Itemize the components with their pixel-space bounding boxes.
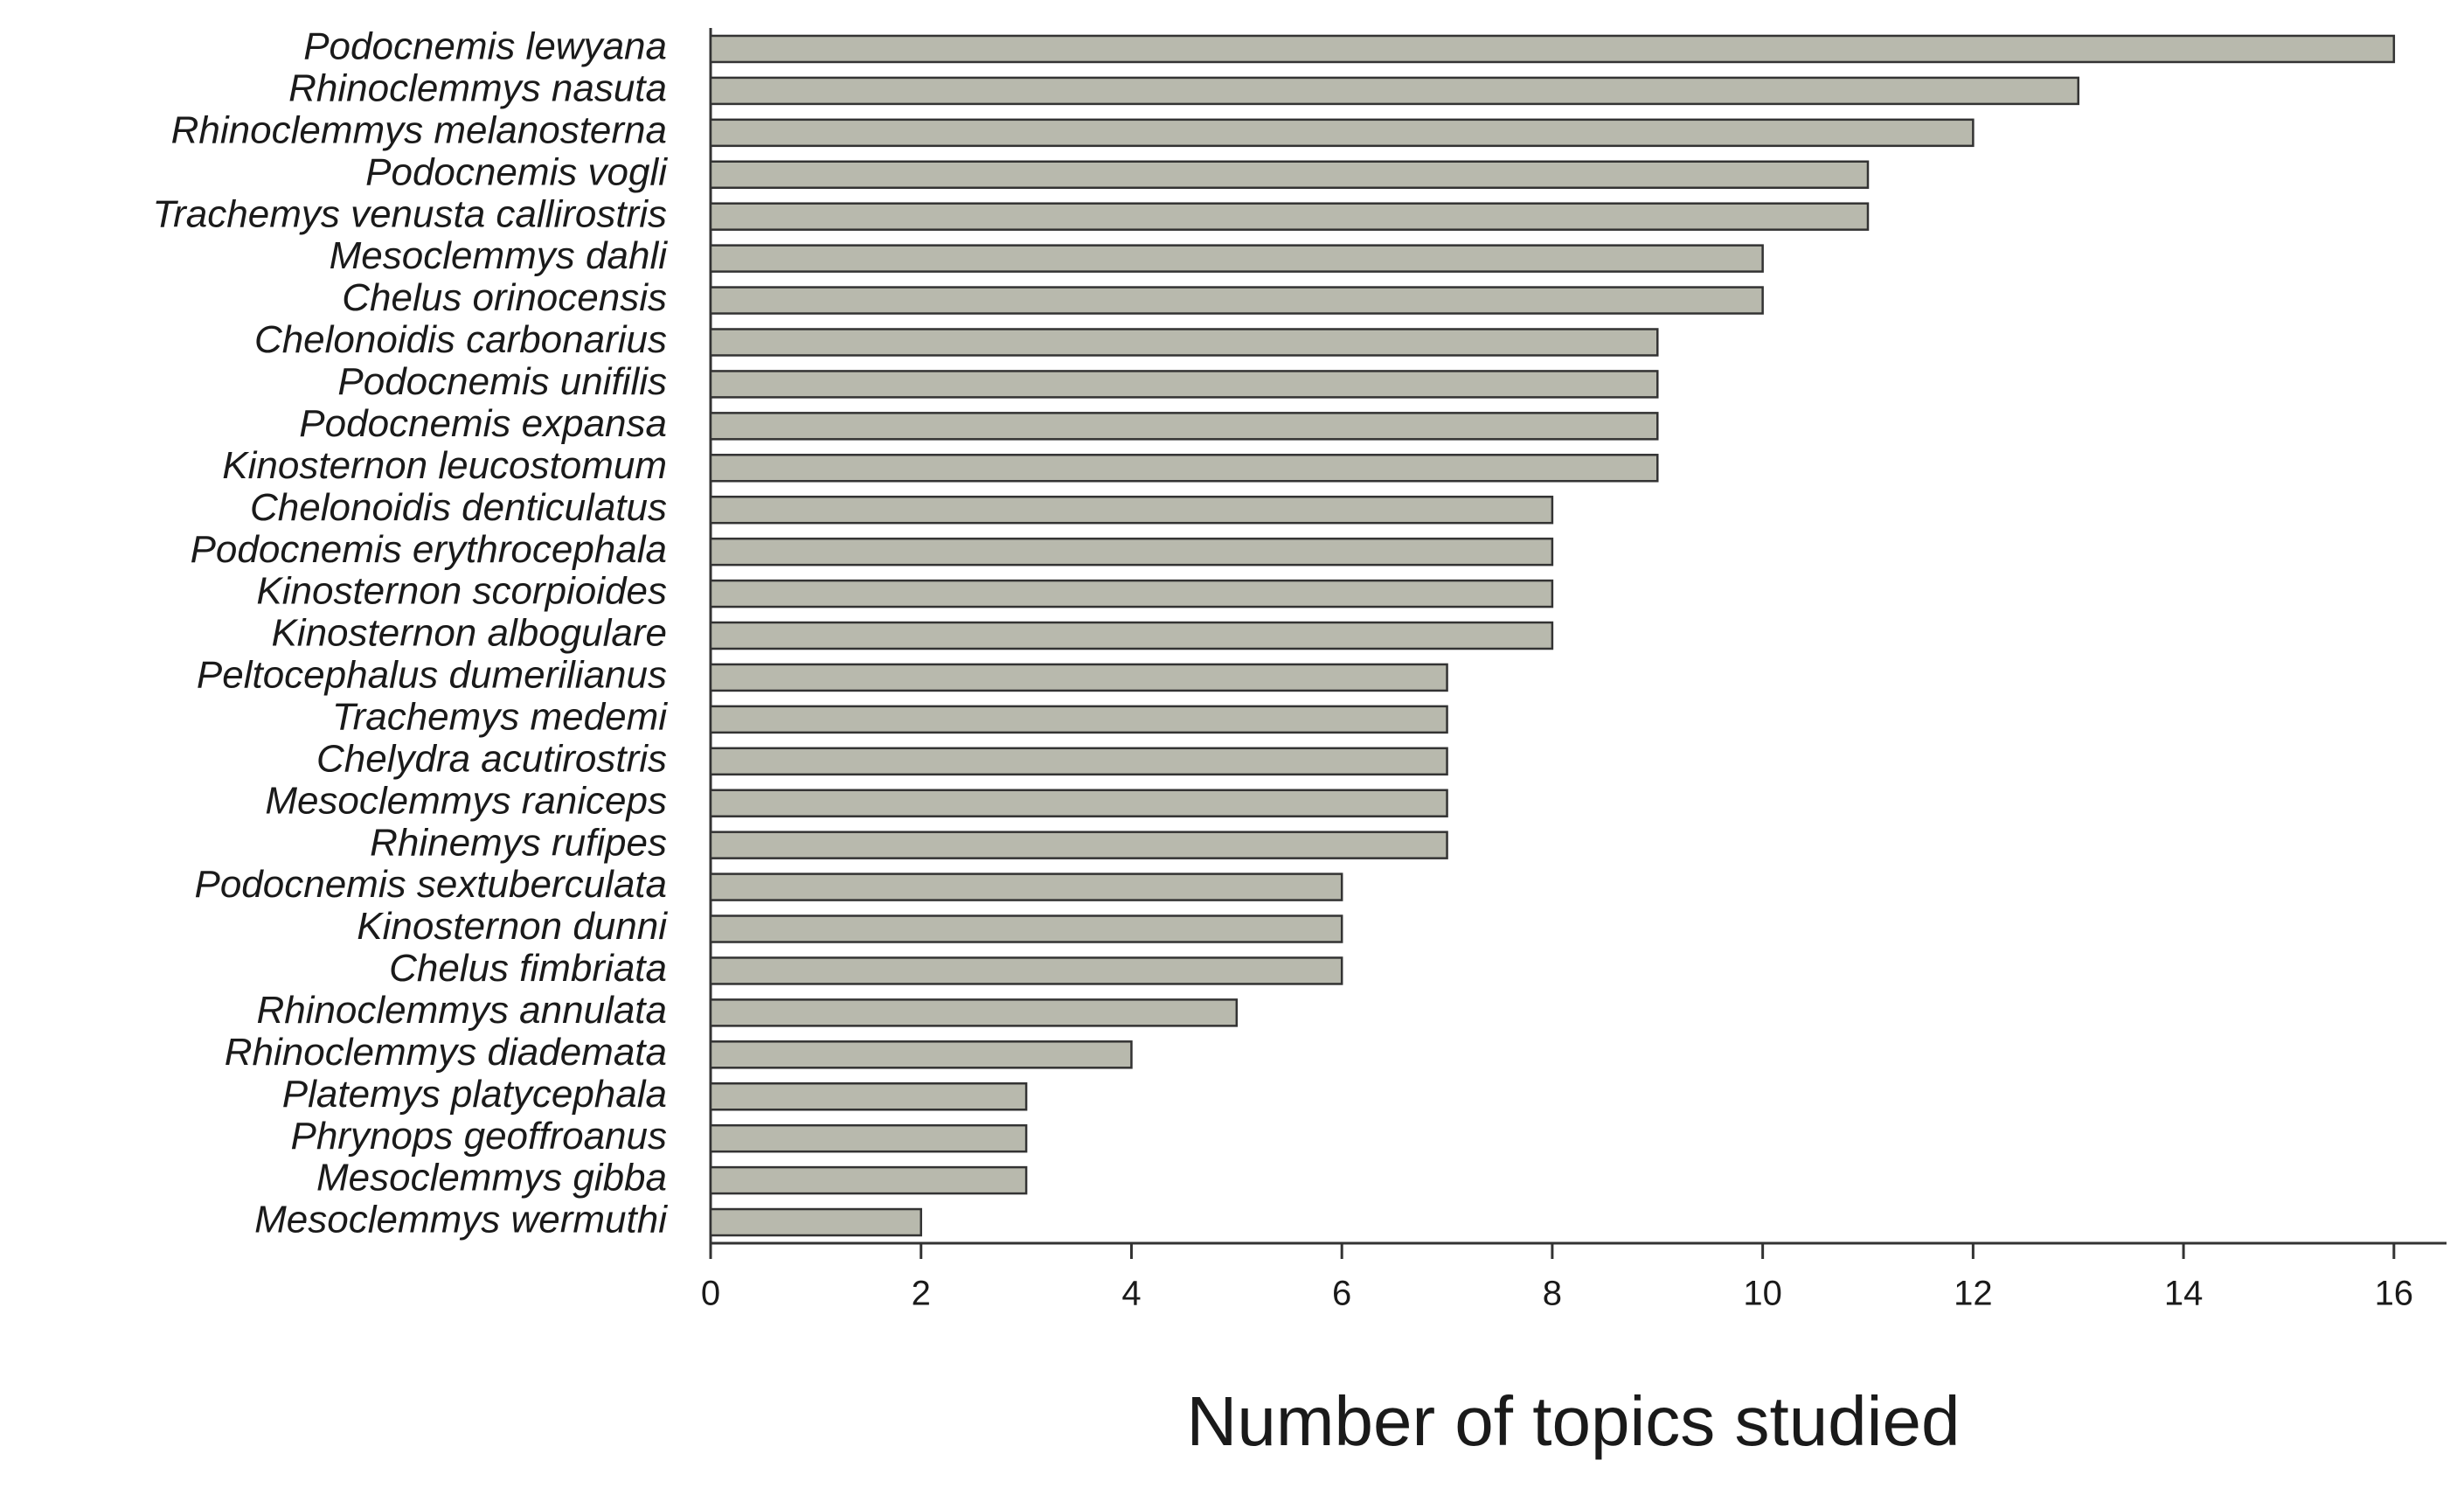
y-tick-label: Rhinemys rufipes: [370, 821, 667, 864]
bar: [709, 873, 1343, 901]
bar: [709, 76, 2079, 106]
bar: [709, 831, 1448, 859]
x-tick-label: 4: [1121, 1275, 1141, 1313]
x-tick-label: 14: [2164, 1275, 2204, 1313]
x-tick-label: 10: [1743, 1275, 1782, 1313]
y-tick-label: Trachemys venusta callirostris: [153, 192, 667, 235]
y-tick-label: Kinosternon leucostomum: [222, 444, 667, 487]
x-axis-title: Number of topics studied: [1187, 1382, 1961, 1460]
y-tick-label: Chelonoidis denticulatus: [250, 486, 667, 529]
y-tick-label: Podocnemis expansa: [299, 402, 667, 445]
bar: [709, 747, 1448, 776]
bar: [709, 1040, 1133, 1069]
y-tick-label: Chelonoidis carbonarius: [254, 318, 667, 361]
y-tick-label: Mesoclemmys raniceps: [265, 779, 667, 822]
bar: [709, 579, 1554, 608]
bar: [709, 286, 1764, 315]
x-tick-label: 12: [1954, 1275, 1993, 1313]
bar: [709, 454, 1659, 483]
bar: [709, 1081, 1028, 1111]
y-tick-label: Chelus orinocensis: [342, 276, 667, 319]
bar: [709, 412, 1659, 441]
y-tick-label: Chelydra acutirostris: [316, 737, 667, 780]
bar: [709, 160, 1870, 190]
bar: [709, 1165, 1028, 1195]
bar: [709, 202, 1870, 231]
y-tick-label: Podocnemis vogli: [365, 150, 668, 193]
x-tick-label: 2: [912, 1275, 931, 1313]
x-tick-label: 8: [1543, 1275, 1562, 1313]
y-tick-label: Rhinoclemmys annulata: [256, 989, 667, 1032]
bar: [709, 621, 1554, 650]
y-tick-label: Platemys platycephala: [282, 1073, 667, 1116]
y-tick-label: Rhinoclemmys diademata: [225, 1031, 667, 1074]
bar: [709, 998, 1239, 1027]
bar: [709, 956, 1343, 985]
y-tick-label: Peltocephalus dumerilianus: [197, 654, 667, 697]
bar: [709, 34, 2396, 64]
bar: [709, 328, 1659, 357]
y-tick-label: Kinosternon albogulare: [271, 612, 667, 655]
y-tick-label: Kinosternon scorpioides: [256, 570, 667, 613]
y-tick-label: Podocnemis sextuberculata: [194, 863, 667, 906]
bar: [709, 537, 1554, 567]
y-tick-label: Phrynops geoffroanus: [290, 1115, 667, 1158]
bar: [709, 244, 1764, 273]
y-tick-label: Podocnemis lewyana: [303, 25, 667, 68]
x-tick-label: 6: [1332, 1275, 1351, 1313]
y-tick-label: Chelus fimbriata: [389, 947, 667, 990]
y-tick-label: Kinosternon dunni: [357, 905, 668, 948]
bar: [709, 789, 1448, 817]
bar: [709, 118, 1975, 148]
y-tick-label: Mesoclemmys gibba: [316, 1157, 667, 1199]
y-tick-label: Mesoclemmys wermuthi: [254, 1199, 668, 1241]
y-tick-label: Podocnemis unifilis: [337, 360, 667, 403]
bar: [709, 1123, 1028, 1153]
bar: [709, 370, 1659, 399]
x-tick-label: 0: [701, 1275, 720, 1313]
y-tick-label: Rhinoclemmys melanosterna: [171, 108, 667, 151]
bar: [709, 495, 1554, 525]
bar: [709, 705, 1448, 734]
bar: [709, 1207, 922, 1237]
y-tick-label: Rhinoclemmys nasuta: [288, 67, 667, 110]
y-tick-label: Podocnemis erythrocephala: [191, 528, 667, 571]
y-tick-label: Mesoclemmys dahli: [330, 234, 669, 277]
x-tick-label: 16: [2375, 1275, 2414, 1313]
y-tick-label: Trachemys medemi: [332, 695, 668, 738]
bar: [709, 914, 1343, 943]
bar: [709, 663, 1448, 692]
